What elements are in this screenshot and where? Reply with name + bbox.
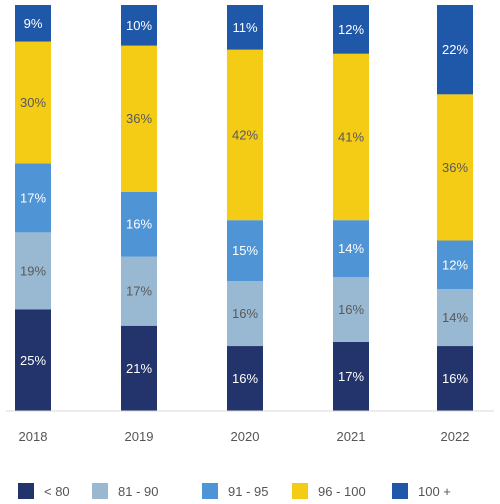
bars-group: 25% 19% 17% 30% 9% 21% 17% 16% 36% 10% 16% 16% 15% 42…	[15, 5, 473, 411]
legend-swatch	[292, 483, 308, 499]
bar-segment-2018-3	[15, 41, 51, 164]
bar-segment-2021-2	[333, 220, 369, 278]
bar-segment-2019-3	[121, 45, 157, 192]
legend-label: 81 - 90	[118, 483, 159, 499]
bar-segment-2020-3	[227, 49, 263, 221]
legend-item-3: 96 - 100	[292, 480, 366, 502]
bar-segment-2019-0	[121, 325, 157, 411]
data-label-2021-3: 41%	[338, 129, 364, 144]
x-tick-label-2022: 2022	[441, 429, 470, 444]
legend-label: 96 - 100	[318, 483, 366, 499]
stacked-bar-chart: 25% 19% 17% 30% 9% 21% 17% 16% 36% 10% 16% 16% 15% 42…	[6, 5, 494, 444]
data-label-2021-0: 17%	[338, 369, 364, 384]
data-label-2018-3: 30%	[20, 95, 46, 110]
data-label-2019-2: 16%	[126, 217, 152, 232]
bar-segment-2022-1	[437, 289, 473, 347]
bar-segment-2022-0	[437, 346, 473, 411]
data-label-2020-3: 42%	[232, 127, 258, 142]
bar-segment-2022-4	[437, 5, 473, 95]
data-label-2021-4: 12%	[338, 22, 364, 37]
data-label-2018-2: 17%	[20, 190, 46, 205]
data-label-2018-1: 19%	[20, 263, 46, 278]
x-tick-label-2020: 2020	[231, 429, 260, 444]
data-label-2022-1: 14%	[442, 310, 468, 325]
data-label-2020-2: 15%	[232, 243, 258, 258]
bar-segment-2020-0	[227, 346, 263, 411]
bar-segment-2021-0	[333, 341, 369, 411]
bar-segment-2022-2	[437, 240, 473, 290]
data-label-2018-0: 25%	[20, 353, 46, 368]
legend-item-1: 81 - 90	[92, 480, 158, 502]
data-label-2022-4: 22%	[442, 42, 468, 57]
data-label-2021-1: 16%	[338, 302, 364, 317]
x-tick-label-2019: 2019	[125, 429, 154, 444]
bar-segment-2022-3	[437, 94, 473, 241]
bar-segment-2019-2	[121, 191, 157, 257]
data-label-2019-4: 10%	[126, 18, 152, 33]
bar-segment-2019-1	[121, 256, 157, 326]
legend-item-2: 91 - 95	[202, 480, 268, 502]
data-label-2022-2: 12%	[442, 257, 468, 272]
x-tick-labels: 2018 2019 2020 2021 2022	[19, 429, 470, 444]
data-label-2022-0: 16%	[442, 371, 468, 386]
data-label-2018-4: 9%	[24, 16, 43, 31]
data-label-2020-1: 16%	[232, 306, 258, 321]
legend-swatch	[18, 483, 34, 499]
legend-label: 100 +	[418, 483, 451, 499]
data-label-2021-2: 14%	[338, 241, 364, 256]
x-tick-label-2021: 2021	[337, 429, 366, 444]
bar-segment-2020-4	[227, 5, 263, 50]
data-label-2020-4: 11%	[232, 20, 257, 35]
legend-label: 91 - 95	[228, 483, 269, 499]
data-label-2019-1: 17%	[126, 284, 152, 299]
legend-swatch	[92, 483, 108, 499]
bar-segment-2021-4	[333, 5, 369, 54]
legend-item-0: < 80	[18, 480, 70, 502]
data-label-2019-0: 21%	[126, 361, 152, 376]
legend-label: < 80	[44, 483, 70, 499]
legend-swatch	[202, 483, 218, 499]
legend-swatch	[392, 483, 408, 499]
bar-segment-2020-1	[227, 281, 263, 347]
data-label-2020-0: 16%	[232, 371, 258, 386]
bar-segment-2018-4	[15, 5, 51, 42]
bar-segment-2021-3	[333, 53, 369, 221]
legend: < 80 81 - 90 91 - 95 96 - 100 100 +	[0, 480, 500, 502]
bar-segment-2018-0	[15, 309, 51, 411]
bar-segment-2018-1	[15, 232, 51, 310]
bar-segment-2019-4	[121, 5, 157, 46]
x-tick-label-2018: 2018	[19, 429, 48, 444]
bar-segment-2018-2	[15, 163, 51, 233]
legend-item-4: 100 +	[392, 480, 451, 502]
data-label-2022-3: 36%	[442, 160, 468, 175]
data-label-2019-3: 36%	[126, 111, 152, 126]
bar-segment-2020-2	[227, 220, 263, 282]
bar-segment-2021-1	[333, 277, 369, 342]
